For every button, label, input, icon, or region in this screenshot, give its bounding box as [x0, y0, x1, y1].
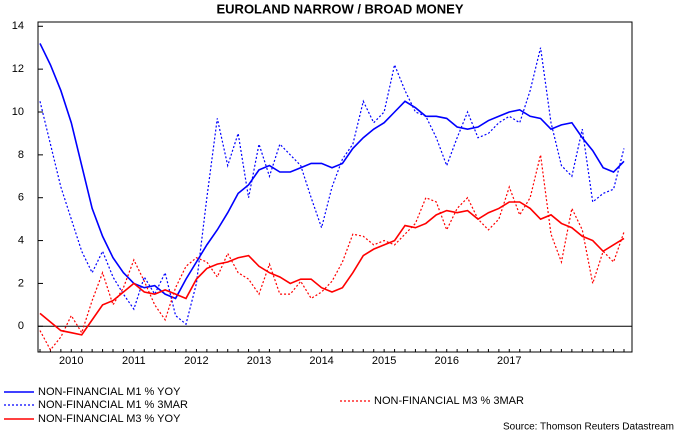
x-tick-label: 2012: [184, 355, 208, 367]
legend-label: NON-FINANCIAL M1 % YOY: [38, 386, 181, 398]
legend-label: NON-FINANCIAL M3 % 3MAR: [374, 395, 524, 407]
y-tick-label: 10: [12, 106, 24, 118]
legend-label: NON-FINANCIAL M1 % 3MAR: [38, 399, 188, 411]
x-tick-label: 2015: [372, 355, 396, 367]
y-tick-label: 8: [18, 149, 24, 161]
plot-frame: [37, 21, 633, 353]
x-tick-label: 2017: [497, 355, 521, 367]
series-line: [39, 154, 625, 351]
source: Source: Thomson Reuters Datastream: [503, 422, 674, 433]
y-tick-label: 2: [18, 277, 24, 289]
legend-label: NON-FINANCIAL M3 % YOY: [38, 413, 181, 425]
y-tick-label: 14: [12, 20, 24, 32]
y-tick-label: 4: [18, 234, 24, 246]
series-line: [39, 47, 625, 326]
series-line: [39, 43, 625, 300]
series-line: [39, 201, 625, 336]
y-tick-label: 12: [12, 63, 24, 75]
y-tick-label: 0: [18, 320, 24, 332]
x-tick-label: 2013: [247, 355, 271, 367]
x-tick-label: 2011: [122, 355, 146, 367]
x-tick-label: 2016: [434, 355, 458, 367]
x-tick-label: 2014: [309, 355, 333, 367]
chart-title: EUROLAND NARROW / BROAD MONEY: [217, 1, 464, 16]
y-tick-label: 6: [18, 192, 24, 204]
x-tick-label: 2010: [59, 355, 83, 367]
